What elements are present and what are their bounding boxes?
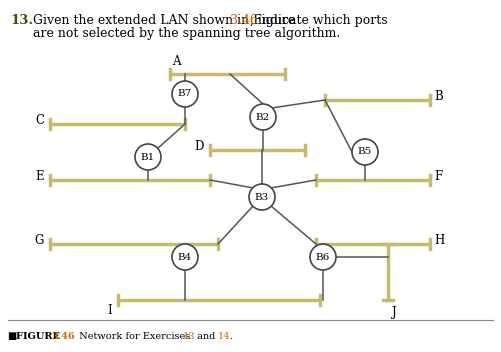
- Text: C: C: [35, 113, 44, 126]
- Text: , indicate which ports: , indicate which ports: [250, 14, 388, 27]
- Text: 3.46: 3.46: [230, 14, 258, 27]
- Text: are not selected by the spanning tree algorithm.: are not selected by the spanning tree al…: [33, 27, 340, 40]
- Text: E: E: [36, 170, 44, 182]
- Text: B: B: [434, 89, 443, 102]
- Text: D: D: [194, 139, 204, 152]
- Circle shape: [172, 244, 198, 270]
- Text: 13.: 13.: [10, 14, 33, 27]
- Text: B6: B6: [316, 252, 330, 262]
- Text: Network for Exercises: Network for Exercises: [73, 332, 193, 341]
- Circle shape: [249, 184, 275, 210]
- Text: B2: B2: [256, 113, 270, 121]
- Text: Given the extended LAN shown in Figure: Given the extended LAN shown in Figure: [33, 14, 299, 27]
- Text: B3: B3: [255, 193, 269, 201]
- Text: A: A: [172, 55, 180, 68]
- Text: 14: 14: [218, 332, 230, 341]
- Circle shape: [250, 104, 276, 130]
- Text: I: I: [107, 304, 112, 317]
- Text: 13: 13: [183, 332, 195, 341]
- Text: B4: B4: [178, 252, 192, 262]
- Circle shape: [135, 144, 161, 170]
- Text: H: H: [434, 233, 444, 246]
- Text: F: F: [434, 170, 442, 182]
- Text: G: G: [35, 233, 44, 246]
- Text: .: .: [229, 332, 232, 341]
- Circle shape: [352, 139, 378, 165]
- Text: 3.46: 3.46: [51, 332, 75, 341]
- Text: B1: B1: [141, 152, 155, 162]
- Circle shape: [310, 244, 336, 270]
- Circle shape: [172, 81, 198, 107]
- Text: B5: B5: [358, 147, 372, 157]
- Text: and: and: [194, 332, 218, 341]
- Text: ■: ■: [8, 332, 21, 341]
- Text: B7: B7: [178, 89, 192, 99]
- Text: FIGURE: FIGURE: [16, 332, 63, 341]
- Text: J: J: [392, 306, 397, 319]
